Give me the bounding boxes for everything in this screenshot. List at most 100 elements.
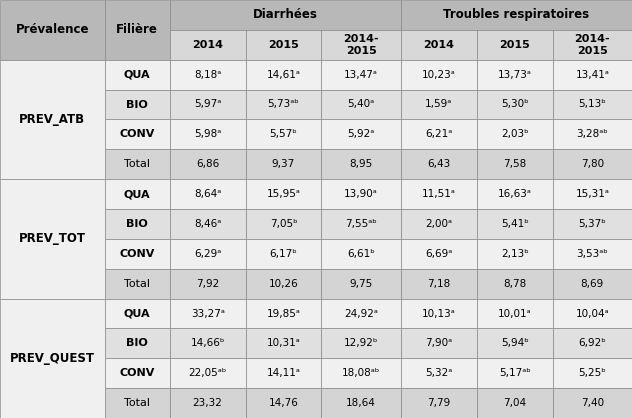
Text: 33,27ᵃ: 33,27ᵃ (191, 308, 224, 319)
Bar (477, 388, 552, 418)
Bar (0, 0, 105, 60)
Text: QUA: QUA (124, 70, 150, 80)
Text: PREV_ATB: PREV_ATB (20, 113, 85, 126)
Bar (0, 298, 105, 418)
Text: Total: Total (125, 159, 150, 169)
Bar (170, 269, 246, 298)
Bar (401, 209, 477, 239)
Text: 13,47ᵃ: 13,47ᵃ (344, 70, 378, 80)
Text: 8,69: 8,69 (581, 279, 604, 289)
Bar (552, 239, 632, 269)
Text: 6,21ᵃ: 6,21ᵃ (425, 129, 453, 139)
Text: 6,69ᵃ: 6,69ᵃ (425, 249, 453, 259)
Text: 5,17ᵃᵇ: 5,17ᵃᵇ (499, 368, 530, 378)
Text: 16,63ᵃ: 16,63ᵃ (497, 189, 532, 199)
Text: 8,46ᵃ: 8,46ᵃ (194, 219, 221, 229)
Text: 14,76: 14,76 (269, 398, 298, 408)
Bar (322, 120, 401, 149)
Bar (322, 179, 401, 209)
Text: 5,32ᵃ: 5,32ᵃ (425, 368, 453, 378)
Bar (246, 89, 322, 120)
Bar (322, 329, 401, 358)
Bar (401, 298, 477, 329)
Text: 19,85ᵃ: 19,85ᵃ (267, 308, 300, 319)
Bar (401, 60, 477, 89)
Bar (246, 298, 322, 329)
Bar (401, 30, 477, 60)
Text: 6,29ᵃ: 6,29ᵃ (194, 249, 221, 259)
Bar (322, 358, 401, 388)
Text: 8,78: 8,78 (503, 279, 526, 289)
Bar (401, 89, 477, 120)
Bar (170, 30, 246, 60)
Bar (246, 269, 322, 298)
Bar (322, 298, 401, 329)
Text: 7,92: 7,92 (196, 279, 219, 289)
Text: 15,31ᵃ: 15,31ᵃ (575, 189, 609, 199)
Text: 2014: 2014 (423, 40, 454, 50)
Text: PREV_TOT: PREV_TOT (19, 232, 86, 245)
Bar (477, 149, 552, 179)
Bar (105, 60, 170, 89)
Bar (401, 179, 477, 209)
Bar (552, 298, 632, 329)
Bar (170, 60, 246, 89)
Text: 18,08ᵃᵇ: 18,08ᵃᵇ (342, 368, 380, 378)
Text: 22,05ᵃᵇ: 22,05ᵃᵇ (188, 368, 227, 378)
Text: 7,90ᵃ: 7,90ᵃ (425, 338, 453, 348)
Text: 5,37ᵇ: 5,37ᵇ (578, 219, 606, 229)
Bar (170, 329, 246, 358)
Text: 11,51ᵃ: 11,51ᵃ (422, 189, 456, 199)
Text: Troubles respiratoires: Troubles respiratoires (444, 8, 590, 21)
Bar (105, 269, 170, 298)
Bar (552, 269, 632, 298)
Text: 6,86: 6,86 (196, 159, 219, 169)
Bar (105, 0, 170, 60)
Bar (552, 30, 632, 60)
Text: 6,92ᵇ: 6,92ᵇ (578, 338, 606, 348)
Bar (322, 269, 401, 298)
Text: 5,40ᵃ: 5,40ᵃ (348, 99, 375, 110)
Text: CONV: CONV (119, 368, 155, 378)
Bar (401, 388, 477, 418)
Bar (401, 120, 477, 149)
Bar (401, 239, 477, 269)
Bar (170, 358, 246, 388)
Text: 8,18ᵃ: 8,18ᵃ (194, 70, 221, 80)
Bar (552, 120, 632, 149)
Bar (552, 149, 632, 179)
Bar (246, 120, 322, 149)
Text: 13,73ᵃ: 13,73ᵃ (497, 70, 532, 80)
Text: BIO: BIO (126, 338, 148, 348)
Bar (552, 358, 632, 388)
Text: 9,75: 9,75 (349, 279, 373, 289)
Text: 3,53ᵃᵇ: 3,53ᵃᵇ (576, 249, 608, 259)
Bar (246, 388, 322, 418)
Bar (477, 329, 552, 358)
Bar (477, 209, 552, 239)
Text: 5,13ᵇ: 5,13ᵇ (578, 99, 606, 110)
Bar (477, 358, 552, 388)
Bar (170, 89, 246, 120)
Bar (0, 60, 105, 179)
Text: 8,95: 8,95 (349, 159, 373, 169)
Text: PREV_QUEST: PREV_QUEST (10, 352, 95, 365)
Text: 7,58: 7,58 (503, 159, 526, 169)
Bar (552, 209, 632, 239)
Text: 5,92ᵃ: 5,92ᵃ (348, 129, 375, 139)
Bar (322, 89, 401, 120)
Bar (477, 298, 552, 329)
Bar (401, 269, 477, 298)
Text: 7,80: 7,80 (581, 159, 604, 169)
Bar (170, 239, 246, 269)
Text: 10,01ᵃ: 10,01ᵃ (498, 308, 532, 319)
Text: 10,26: 10,26 (269, 279, 298, 289)
Bar (552, 388, 632, 418)
Text: 14,11ᵃ: 14,11ᵃ (267, 368, 300, 378)
Bar (477, 30, 552, 60)
Text: 5,25ᵇ: 5,25ᵇ (578, 368, 606, 378)
Text: 14,61ᵃ: 14,61ᵃ (267, 70, 300, 80)
Text: 5,98ᵃ: 5,98ᵃ (194, 129, 221, 139)
Bar (105, 388, 170, 418)
Bar (552, 329, 632, 358)
